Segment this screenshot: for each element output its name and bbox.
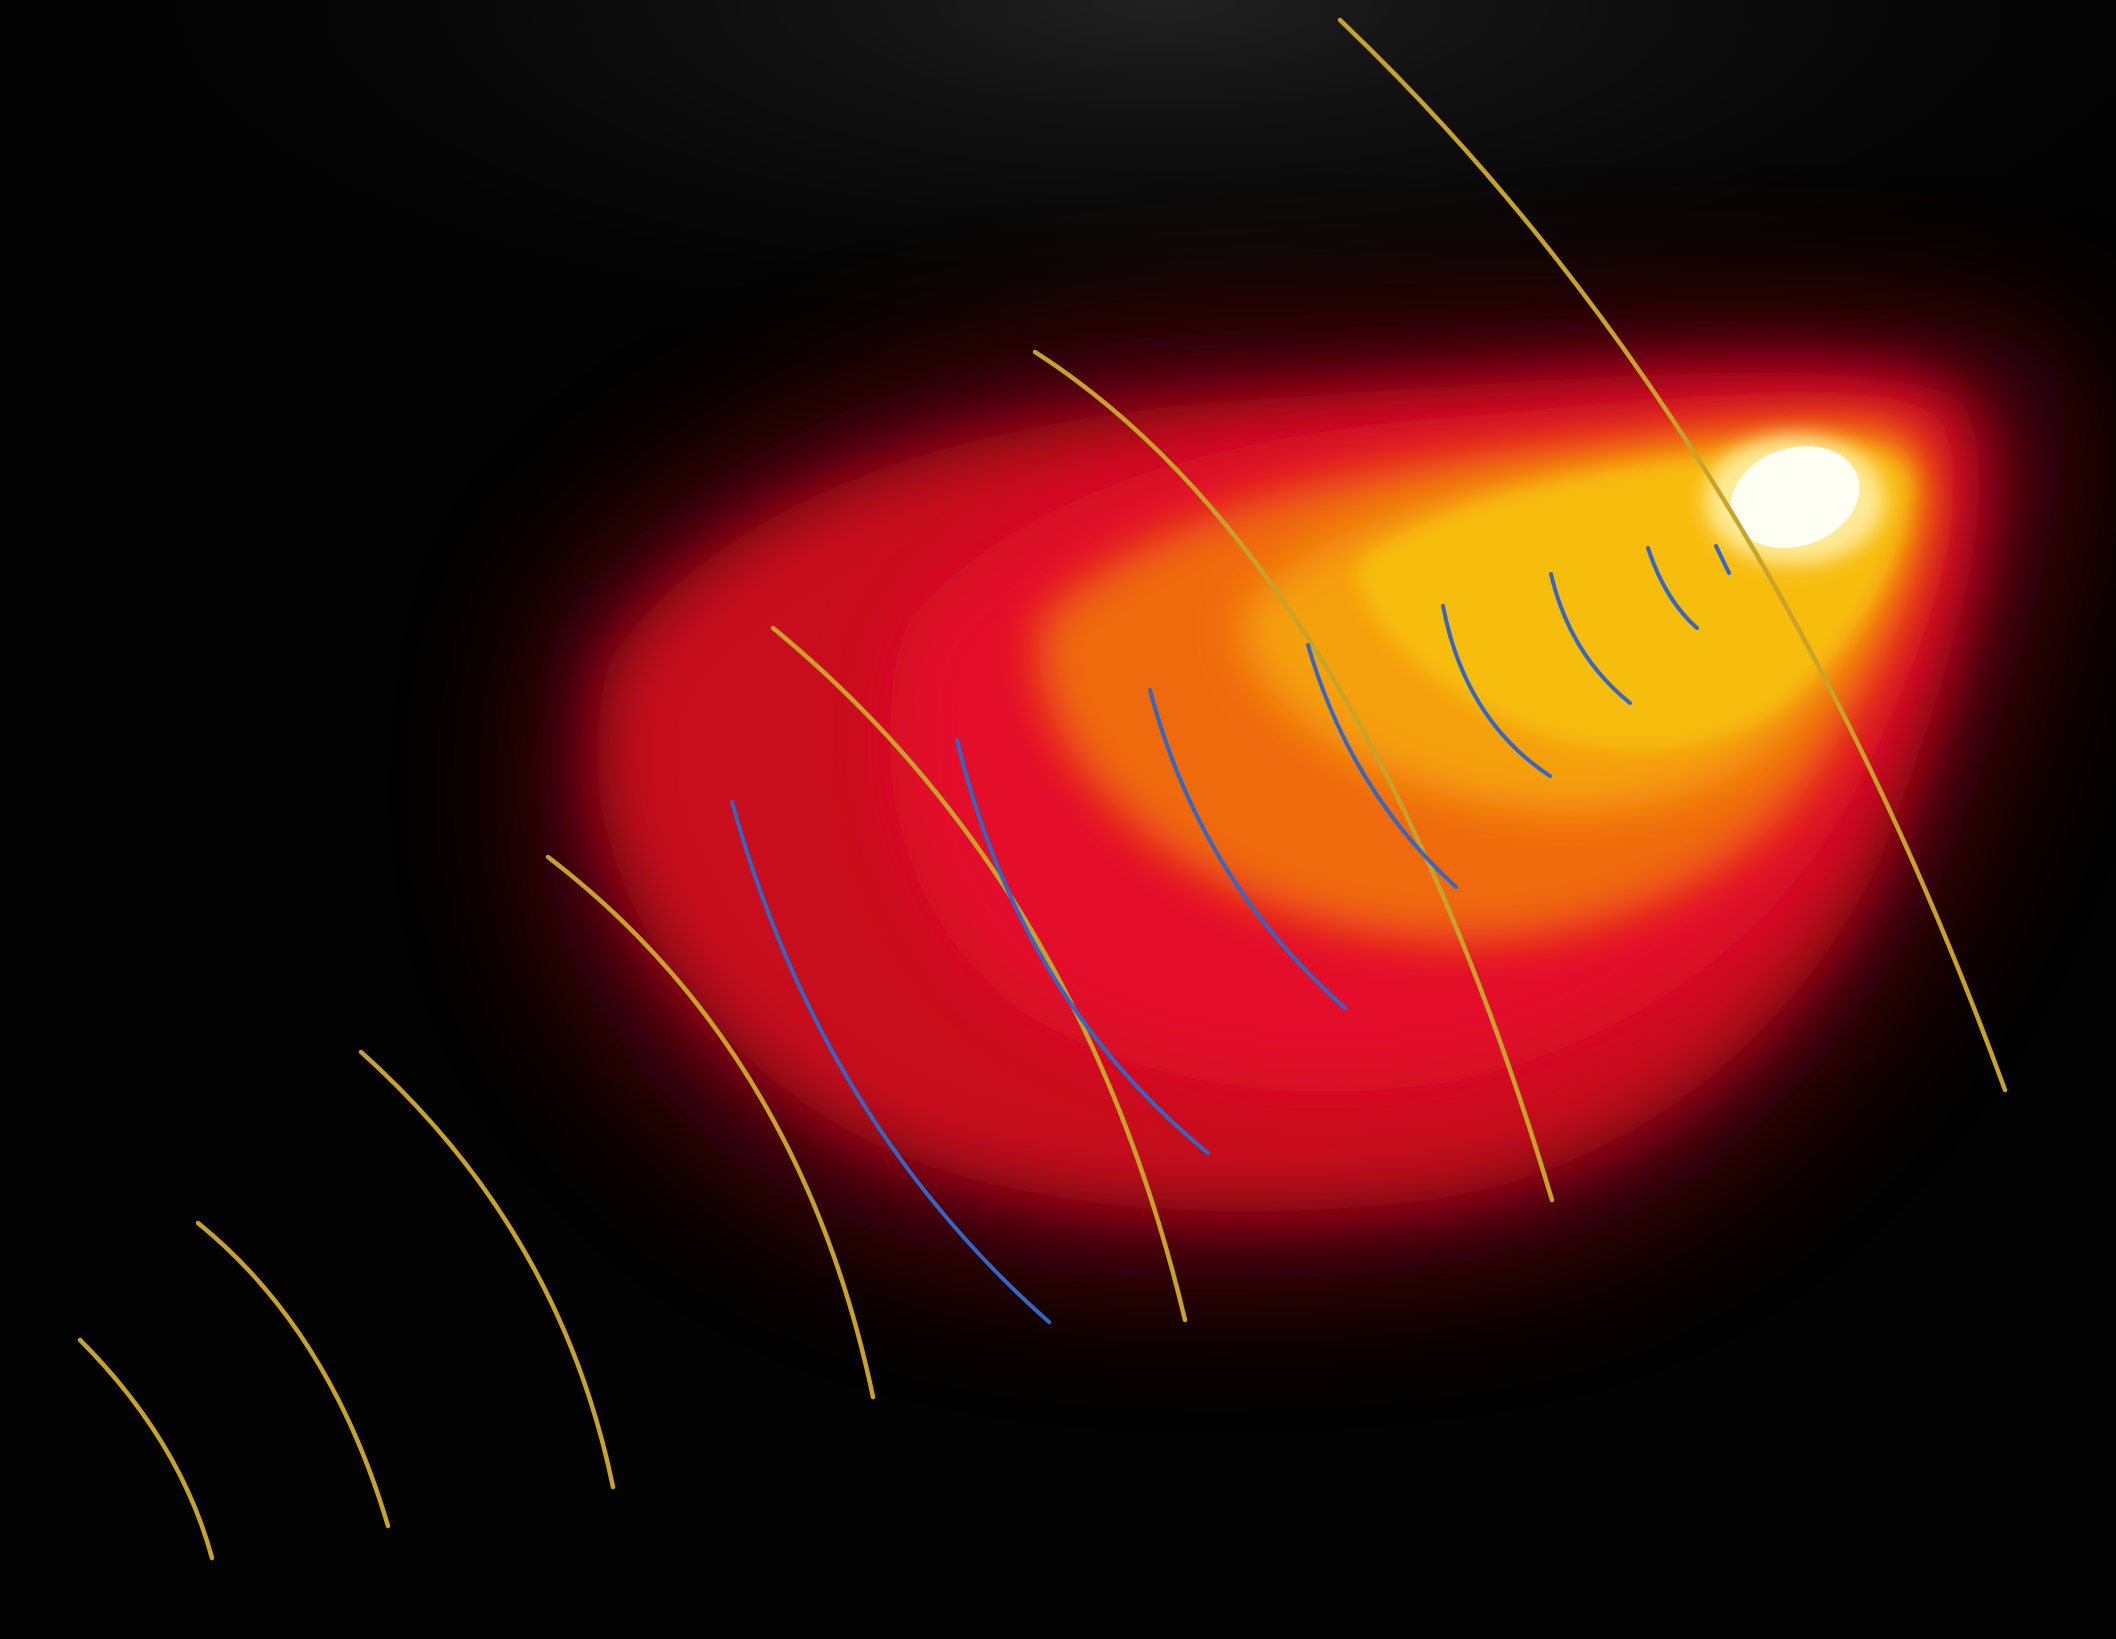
gold-wave-arc xyxy=(545,854,876,1400)
blue-wave-arc xyxy=(1646,546,1699,630)
gold-wave-arc xyxy=(195,1220,391,1529)
gold-wave-arc xyxy=(770,625,1188,1323)
bright-point-source xyxy=(1730,446,1860,548)
blue-wave-arc xyxy=(1714,544,1731,575)
blue-wave-arc xyxy=(730,800,1051,1324)
gold-wave-group xyxy=(77,17,2008,1561)
blue-wave-group xyxy=(730,544,1731,1324)
gold-wave-arc xyxy=(1337,17,2008,1093)
blue-wave-arc xyxy=(1148,688,1347,1010)
glowing-emission-plume xyxy=(540,318,2067,1280)
gold-wave-arc xyxy=(358,1049,616,1490)
gold-wave-arc xyxy=(1032,349,1555,1203)
blue-wave-arc xyxy=(1441,604,1552,778)
blue-wave-arc xyxy=(1306,643,1458,889)
blue-wave-arc xyxy=(1549,572,1632,705)
gold-wave-arc xyxy=(77,1337,215,1561)
blue-wave-arc xyxy=(955,738,1210,1155)
